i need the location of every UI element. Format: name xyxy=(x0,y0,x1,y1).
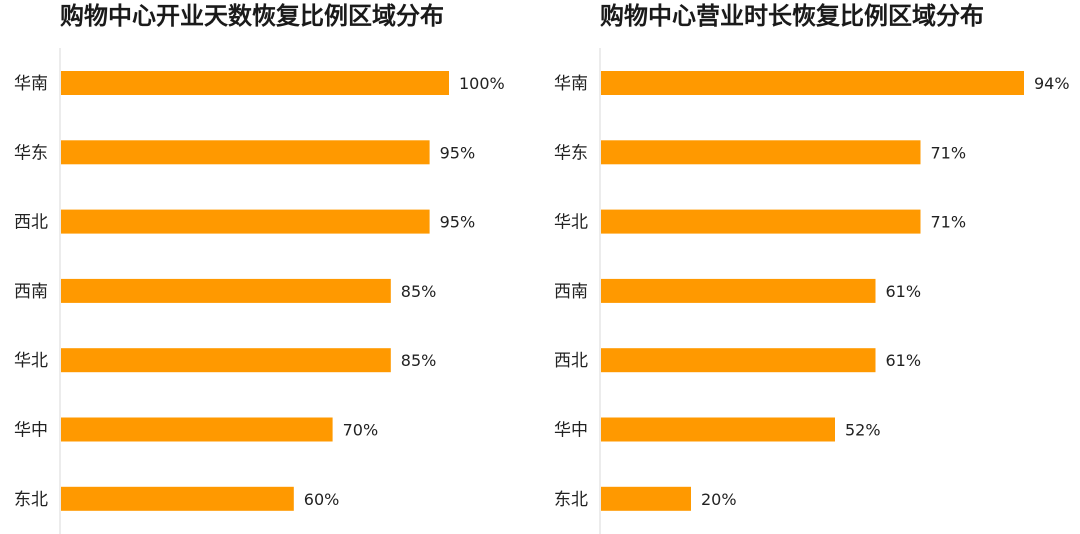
category-label: 华北 xyxy=(14,351,48,371)
category-label: 华北 xyxy=(554,213,588,233)
category-label: 华东 xyxy=(554,143,588,163)
category-label: 东北 xyxy=(14,490,48,510)
value-label: 95% xyxy=(440,143,476,162)
bar xyxy=(601,71,1024,95)
category-label: 西北 xyxy=(14,213,48,233)
opening-days-bar-chart: 华南 100% 华东 95% 西北 95% 西南 85% 华北 85% 华中 70% 东北 60% xyxy=(14,48,505,534)
bar xyxy=(61,71,449,95)
category-label: 西南 xyxy=(14,282,48,302)
category-label: 华南 xyxy=(554,74,588,94)
opening-days-chart: 购物中心开业天数恢复比例区域分布 华南 100% 华东 95% 西北 95% 西南 85% 华北… xyxy=(14,2,505,534)
bar xyxy=(601,348,876,373)
value-label: 95% xyxy=(440,213,476,232)
bar xyxy=(61,417,333,442)
value-label: 52% xyxy=(845,421,881,440)
chart-title: 购物中心开业天数恢复比例区域分布 xyxy=(60,2,444,30)
chart-title: 购物中心营业时长恢复比例区域分布 xyxy=(600,2,984,30)
category-label: 华南 xyxy=(14,74,48,94)
bar xyxy=(61,348,391,373)
value-label: 20% xyxy=(701,490,737,509)
category-label: 华中 xyxy=(14,421,48,441)
value-label: 85% xyxy=(401,351,437,370)
value-label: 61% xyxy=(886,351,922,370)
bar xyxy=(61,486,294,511)
business-hours-bar-chart: 华南 94% 华东 71% 华北 71% 西南 61% 西北 61% 华中 52% 东北 20% xyxy=(554,48,1070,534)
category-label: 东北 xyxy=(554,490,588,510)
bar xyxy=(601,417,835,442)
value-label: 100% xyxy=(459,74,505,93)
bar xyxy=(601,486,691,511)
value-label: 61% xyxy=(886,282,922,301)
bar xyxy=(601,209,921,234)
value-label: 71% xyxy=(931,213,967,232)
bar xyxy=(61,278,391,303)
bar xyxy=(601,278,876,303)
value-label: 60% xyxy=(304,490,340,509)
category-label: 华中 xyxy=(554,421,588,441)
category-label: 华东 xyxy=(14,143,48,163)
value-label: 85% xyxy=(401,282,437,301)
business-hours-chart: 购物中心营业时长恢复比例区域分布 华南 94% 华东 71% 华北 71% 西南 61% 西北 6… xyxy=(540,0,1080,534)
category-label: 西南 xyxy=(554,282,588,302)
bar xyxy=(61,209,430,234)
bar xyxy=(601,140,921,165)
value-label: 70% xyxy=(343,421,379,440)
category-label: 西北 xyxy=(554,351,588,371)
bar xyxy=(61,140,430,165)
value-label: 71% xyxy=(931,143,967,162)
value-label: 94% xyxy=(1034,74,1070,93)
